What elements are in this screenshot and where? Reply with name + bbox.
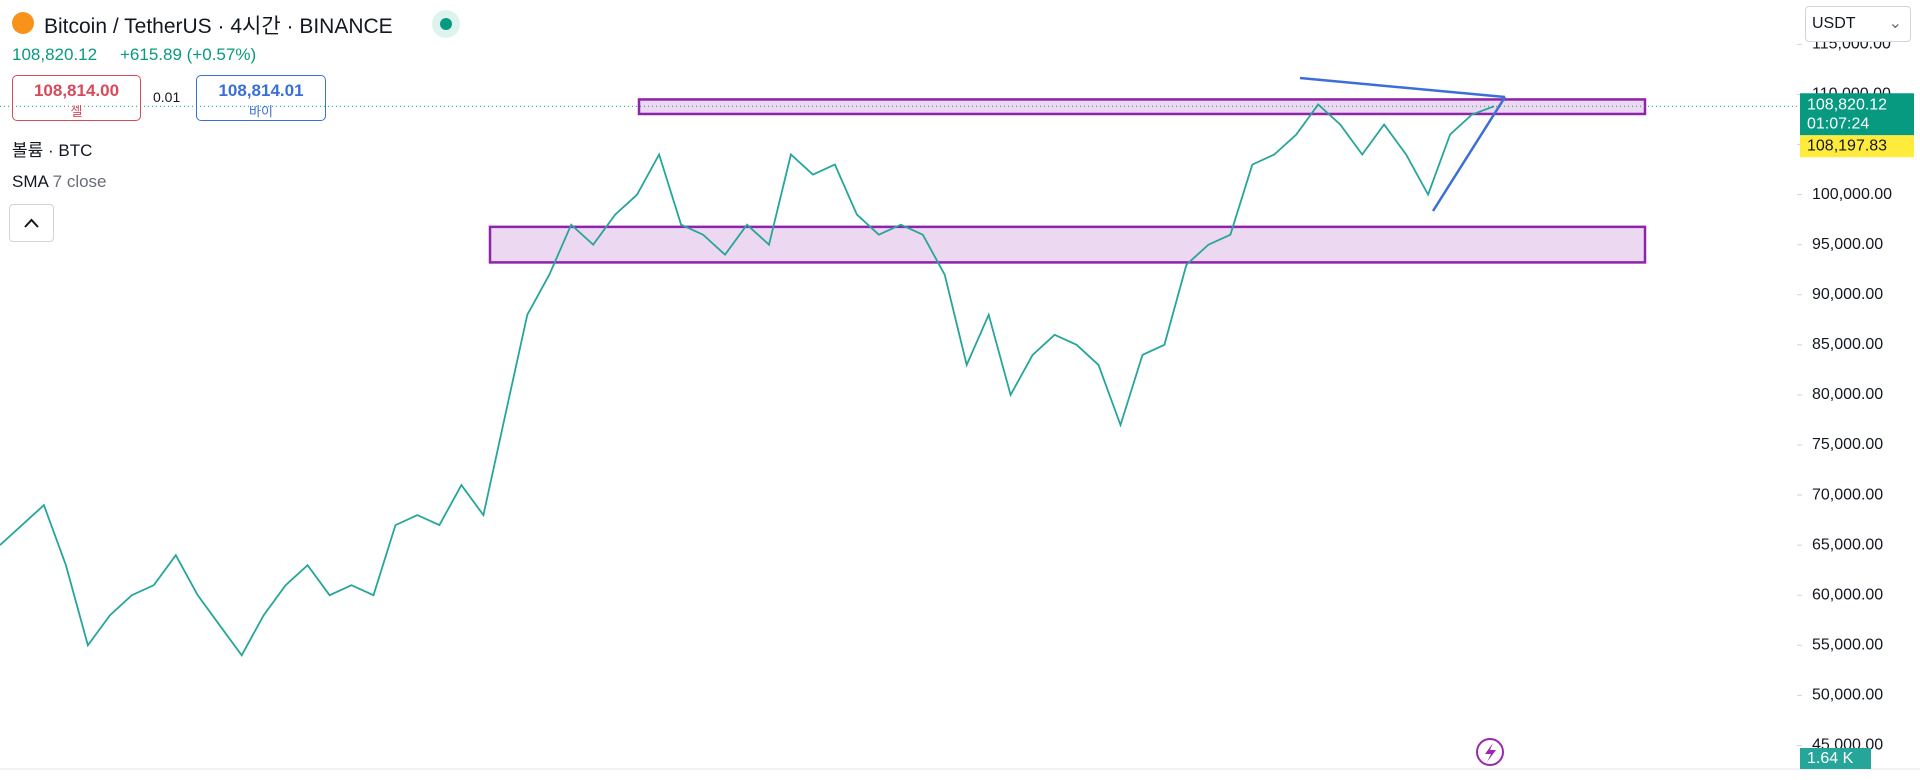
buy-price: 108,814.01 (218, 81, 304, 100)
sma-params: 7 close (52, 172, 107, 191)
price-change: +615.89 (+0.57%) (120, 45, 257, 64)
y-tick-label: 75,000.00 (1812, 436, 1883, 453)
sma-name: SMA (12, 172, 48, 191)
last-price: 108,820.12 (12, 45, 98, 64)
trend-line (1431, 96, 1507, 212)
y-tick-label: 90,000.00 (1812, 286, 1883, 303)
y-tick-label: 60,000.00 (1812, 586, 1883, 603)
buy-button[interactable]: 108,814.01 바이 (196, 75, 326, 121)
currency: USDT (1812, 15, 1856, 32)
price-tag-label: 108,820.12 (1807, 96, 1887, 113)
dropdown-arrow: ⌄ (1888, 15, 1902, 32)
collapse-button[interactable] (9, 204, 54, 242)
y-tick-label: 65,000.00 (1812, 536, 1883, 553)
sell-label: 셀 (70, 104, 83, 119)
price-line (0, 103, 1495, 657)
trend-line (1299, 76, 1506, 99)
y-tick-label: 85,000.00 (1812, 336, 1883, 353)
buy-label: 바이 (249, 104, 273, 119)
y-tick-label: 55,000.00 (1812, 637, 1883, 654)
sell-price: 108,814.00 (33, 81, 120, 100)
status-badge (432, 10, 460, 38)
symbol-icon (12, 12, 34, 34)
spread: 0.01 (153, 89, 181, 105)
y-tick-label: 95,000.00 (1812, 236, 1883, 253)
sma-indicator[interactable]: SMA 7 close (12, 172, 107, 192)
y-tick-label: 100,000.00 (1812, 186, 1892, 203)
price-tag (1800, 135, 1914, 158)
currency-dropdown[interactable]: USDT ⌄ (1805, 6, 1911, 42)
zone (488, 225, 1647, 264)
y-tick-label: 50,000.00 (1812, 687, 1883, 704)
lightning-glyph (1485, 743, 1496, 762)
y-tick-label: 70,000.00 (1812, 486, 1883, 503)
price-tag (1800, 93, 1914, 136)
y-tick-label: 80,000.00 (1812, 386, 1883, 403)
price-tag-label: 108,197.83 (1807, 137, 1887, 154)
volume-tag: 1.64 K (1807, 750, 1854, 767)
symbol-title[interactable]: Bitcoin / TetherUS · 4시간 · BINANCE (44, 15, 393, 38)
volume-indicator[interactable]: 볼륨 · BTC (12, 141, 93, 160)
countdown: 01:07:24 (1807, 115, 1869, 132)
sell-button[interactable]: 108,814.00 셀 (12, 75, 141, 121)
caret (24, 218, 39, 228)
volume-tag-bg (1800, 748, 1871, 769)
